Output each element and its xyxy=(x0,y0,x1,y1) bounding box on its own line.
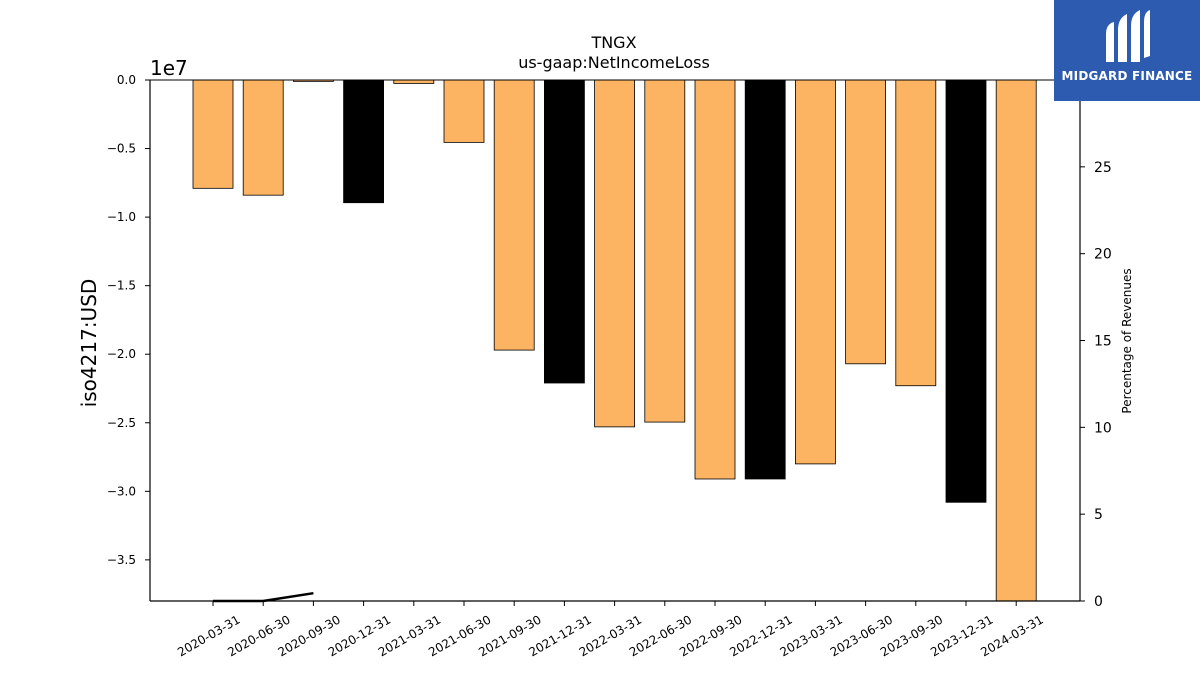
bar-2022-12-31 xyxy=(744,79,786,480)
bar-2021-12-31 xyxy=(544,79,585,384)
y-tick-label: −2.0 xyxy=(107,347,136,361)
y2-axis-label: Percentage of Revenues xyxy=(1120,268,1134,413)
bar-2020-12-31 xyxy=(343,79,385,204)
y2-tick-label: 20 xyxy=(1094,247,1112,263)
y-axis-label: iso4217:USD xyxy=(77,279,101,408)
y2-tick-label: 5 xyxy=(1094,507,1103,523)
bar-2023-06-30 xyxy=(845,79,886,365)
y-tick-label: −1.0 xyxy=(107,210,136,224)
percentage-line xyxy=(213,591,314,603)
y2-tick-label: 0 xyxy=(1094,594,1103,610)
bar-2020-06-30 xyxy=(242,79,284,196)
y-tick-label: −3.0 xyxy=(107,484,136,498)
bar-2023-09-30 xyxy=(895,79,937,387)
y2-tick-label: 15 xyxy=(1094,334,1112,350)
y2-tick-label: 10 xyxy=(1094,420,1112,436)
y-tick-label: −2.5 xyxy=(107,416,136,430)
bar-2024-03-31 xyxy=(995,79,1037,602)
chart-subtitle: us-gaap:NetIncomeLoss xyxy=(518,53,710,72)
y-tick-label: 0.0 xyxy=(117,73,136,87)
bar-2020-03-31 xyxy=(192,79,234,189)
logo-emblem-icon xyxy=(1106,10,1150,62)
y2-tick-label: 25 xyxy=(1094,160,1112,176)
bar-2021-09-30 xyxy=(493,79,535,351)
y-tick-label: −0.5 xyxy=(107,142,136,156)
bar-2022-03-31 xyxy=(594,79,635,428)
y-tick-label: −1.5 xyxy=(107,279,136,293)
midgard-finance-logo: MIDGARD FINANCE xyxy=(1054,0,1200,101)
bar-2021-03-31 xyxy=(393,79,435,84)
chart-title: TNGX xyxy=(590,33,636,52)
bar-2022-09-30 xyxy=(694,79,736,480)
y-tick-label: −3.5 xyxy=(107,553,136,567)
logo-text: MIDGARD FINANCE xyxy=(1061,69,1193,83)
y-offset-label: 1e7 xyxy=(150,56,188,80)
bar-2023-03-31 xyxy=(795,79,836,465)
bar-2023-12-31 xyxy=(945,79,987,503)
bar-2022-06-30 xyxy=(644,79,686,423)
bar-2021-06-30 xyxy=(443,79,485,143)
